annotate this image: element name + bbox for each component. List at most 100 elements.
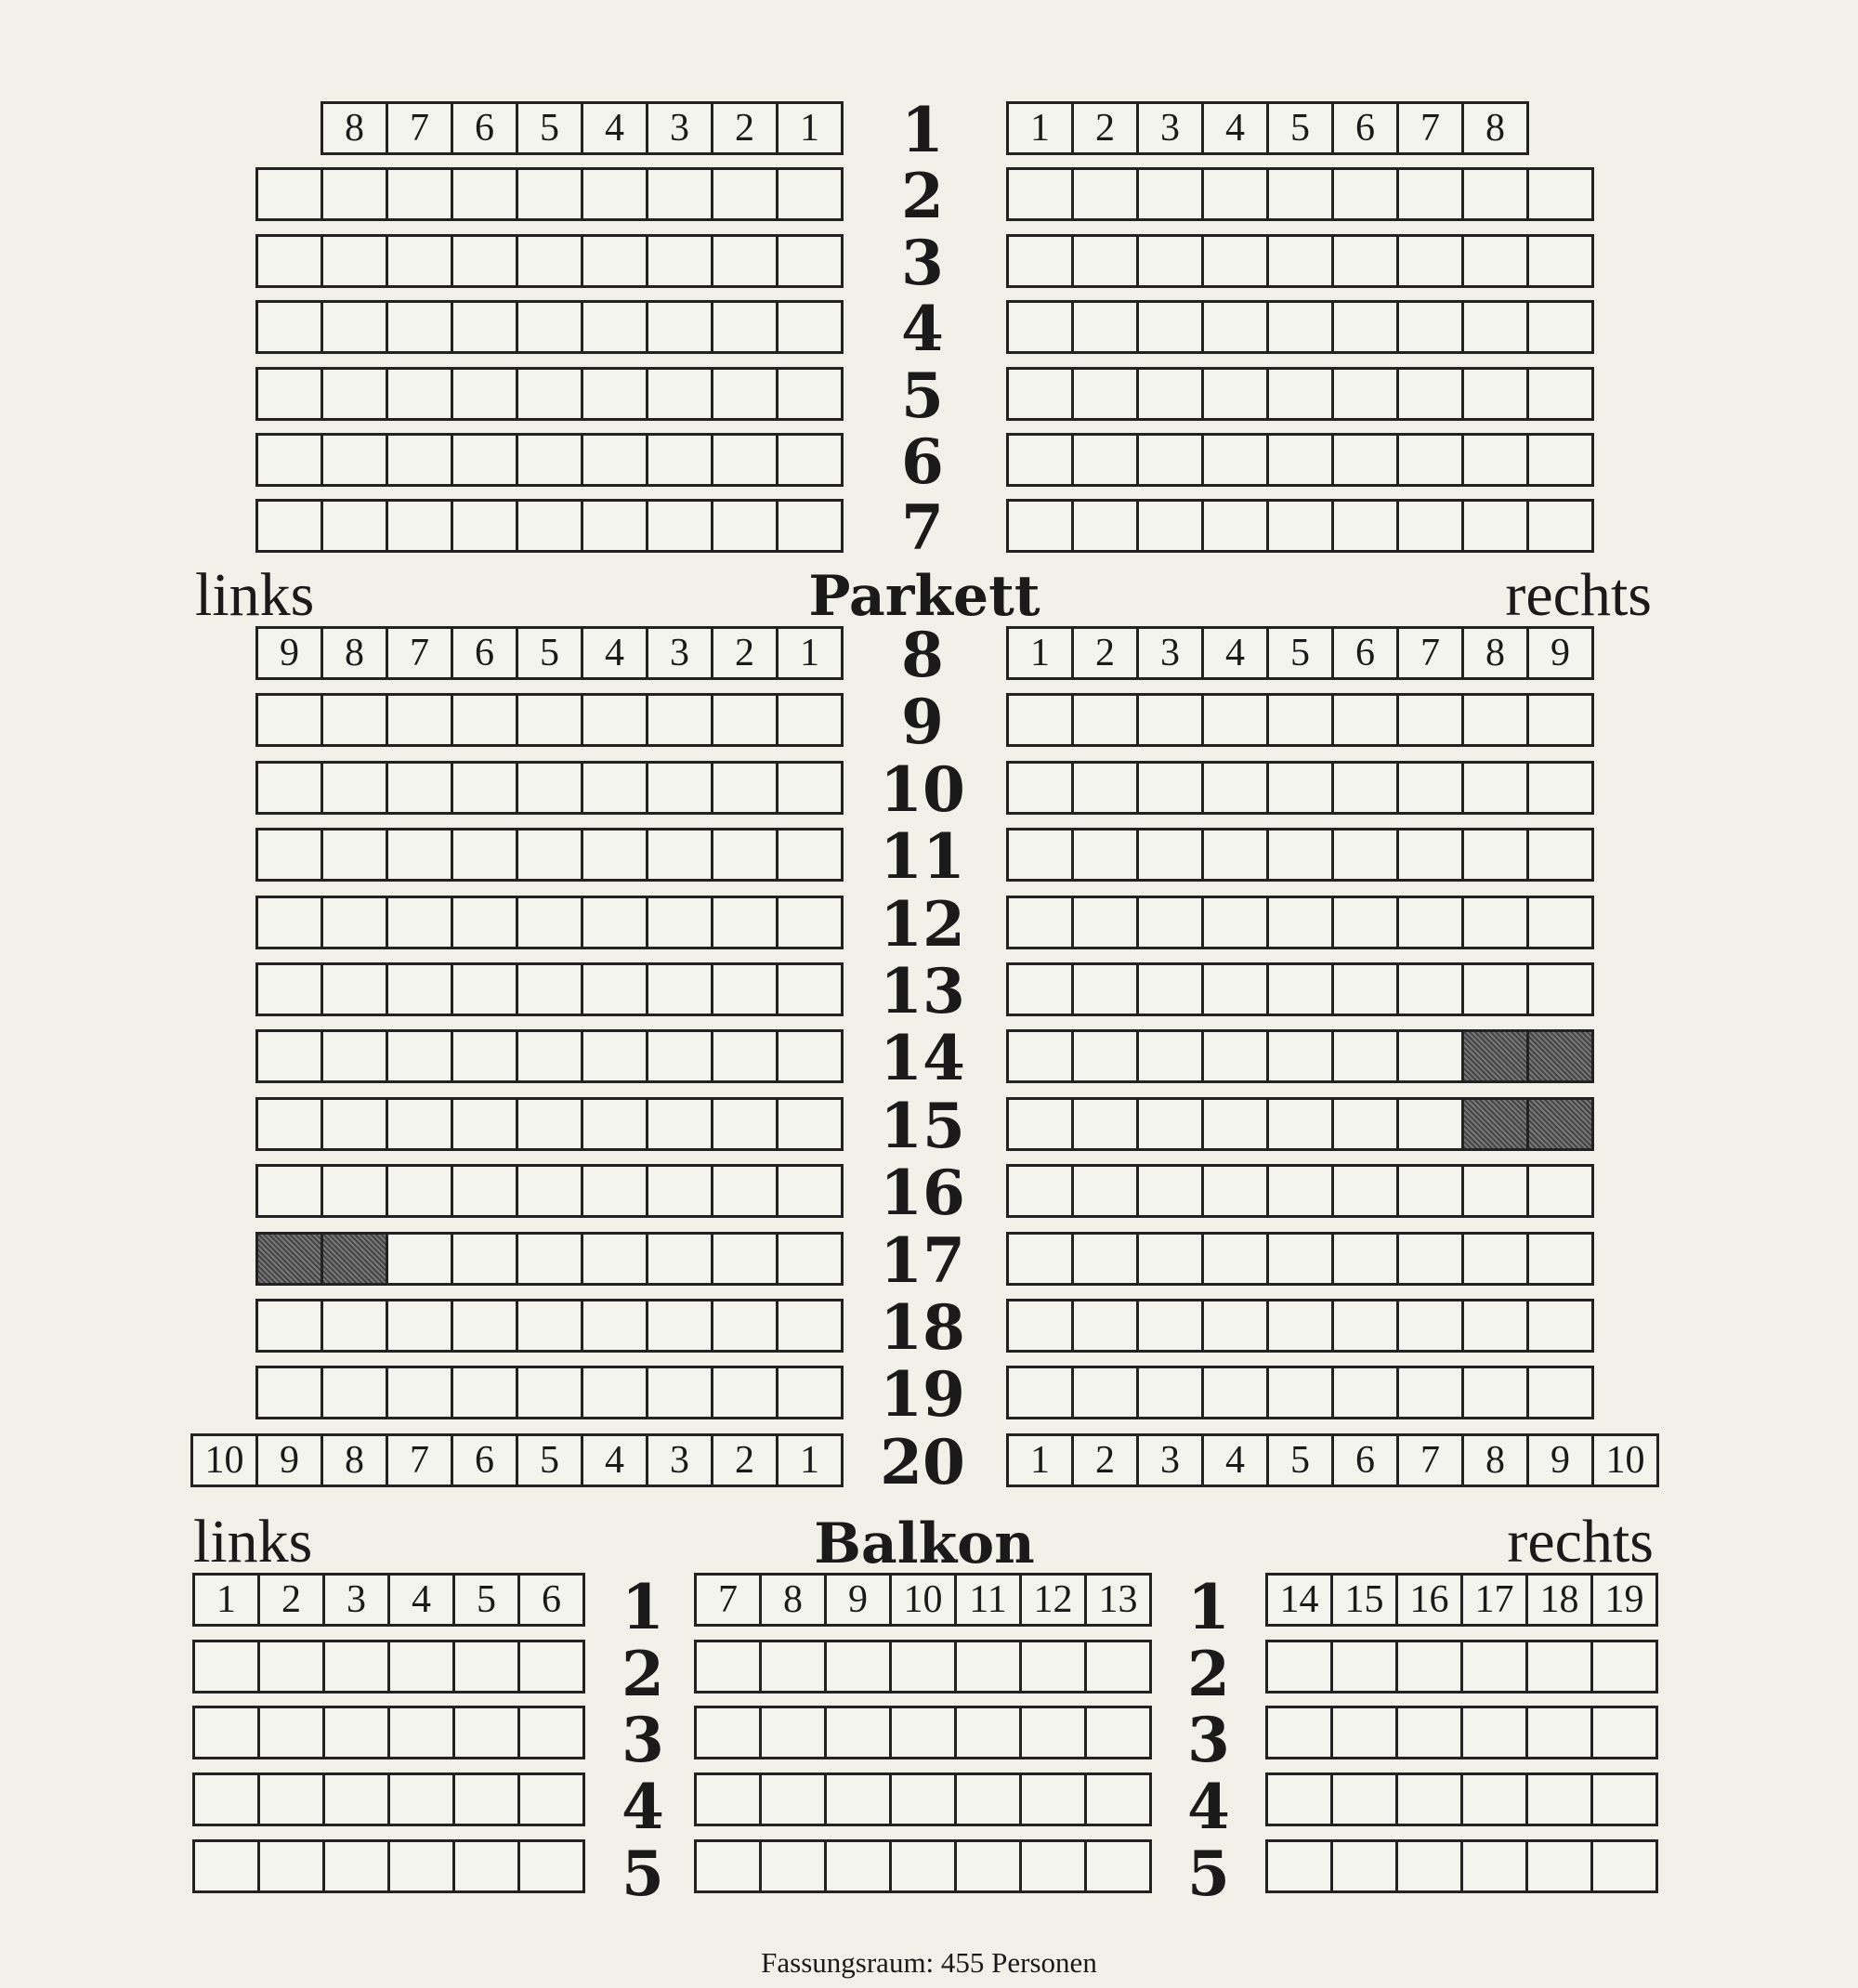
parkett-seat-left-18-5[interactable] [516, 1299, 583, 1353]
parkett-seat-right-12-7[interactable] [1396, 895, 1464, 949]
balkon-seat-center-2-7[interactable] [694, 1639, 762, 1694]
parkett-seat-left-9-6[interactable] [451, 693, 518, 748]
parkett-seat-right-7-4[interactable] [1201, 499, 1269, 554]
balkon-seat-right-1-16[interactable]: 16 [1395, 1573, 1463, 1627]
parkett-seat-left-9-3[interactable] [646, 693, 713, 748]
parkett-seat-left-13-5[interactable] [516, 962, 583, 1016]
parkett-seat-right-14-4[interactable] [1201, 1029, 1269, 1084]
parkett-seat-left-10-2[interactable] [711, 760, 779, 815]
parkett-seat-right-15-1[interactable] [1006, 1096, 1074, 1151]
balkon-seat-center-4-9[interactable] [824, 1772, 892, 1827]
parkett-seat-left-8-4[interactable]: 4 [581, 626, 648, 680]
parkett-seat-left-8-9[interactable]: 9 [255, 626, 323, 680]
parkett-seat-right-8-1[interactable]: 1 [1006, 626, 1074, 680]
parkett-seat-right-6-3[interactable] [1136, 433, 1204, 487]
balkon-seat-center-2-13[interactable] [1084, 1639, 1152, 1694]
parkett-seat-left-14-6[interactable] [451, 1029, 518, 1084]
parkett-seat-left-14-4[interactable] [581, 1029, 648, 1084]
parkett-seat-left-13-6[interactable] [451, 962, 518, 1016]
balkon-seat-left-5-2[interactable] [257, 1838, 325, 1893]
parkett-seat-right-8-7[interactable]: 7 [1396, 626, 1464, 680]
balkon-seat-left-4-6[interactable] [517, 1772, 585, 1827]
parkett-seat-left-3-3[interactable] [646, 233, 713, 288]
parkett-seat-left-12-3[interactable] [646, 895, 713, 949]
parkett-seat-right-4-4[interactable] [1201, 300, 1269, 355]
parkett-seat-right-17-7[interactable] [1396, 1231, 1464, 1286]
parkett-seat-right-8-6[interactable]: 6 [1331, 626, 1399, 680]
parkett-seat-left-14-9[interactable] [255, 1029, 323, 1084]
parkett-seat-left-20-1[interactable]: 1 [776, 1433, 844, 1487]
balkon-seat-center-1-10[interactable]: 10 [889, 1573, 957, 1627]
parkett-seat-right-14-1[interactable] [1006, 1029, 1074, 1084]
parkett-seat-right-7-8[interactable] [1461, 499, 1529, 554]
parkett-seat-right-1-3[interactable]: 3 [1136, 101, 1204, 155]
parkett-seat-left-2-9[interactable] [255, 167, 323, 222]
parkett-seat-left-7-8[interactable] [321, 499, 388, 554]
parkett-seat-right-4-6[interactable] [1331, 300, 1399, 355]
balkon-seat-center-4-12[interactable] [1019, 1772, 1087, 1827]
parkett-seat-right-16-5[interactable] [1266, 1164, 1334, 1219]
balkon-seat-right-5-17[interactable] [1460, 1838, 1528, 1893]
parkett-seat-right-1-8[interactable]: 8 [1461, 101, 1529, 155]
parkett-seat-left-18-7[interactable] [386, 1299, 453, 1353]
parkett-seat-right-13-8[interactable] [1461, 962, 1529, 1016]
parkett-seat-left-2-3[interactable] [646, 167, 713, 222]
parkett-seat-left-7-3[interactable] [646, 499, 713, 554]
parkett-seat-left-12-7[interactable] [386, 895, 453, 949]
parkett-seat-left-1-7[interactable]: 7 [386, 101, 453, 155]
parkett-seat-left-15-9[interactable] [255, 1096, 323, 1151]
parkett-seat-left-15-2[interactable] [711, 1096, 779, 1151]
parkett-seat-right-18-8[interactable] [1461, 1299, 1529, 1353]
parkett-seat-left-20-6[interactable]: 6 [451, 1433, 518, 1487]
parkett-seat-right-2-9[interactable] [1526, 167, 1594, 222]
parkett-seat-left-5-7[interactable] [386, 366, 453, 421]
parkett-seat-left-16-5[interactable] [516, 1164, 583, 1219]
parkett-seat-right-16-6[interactable] [1331, 1164, 1399, 1219]
parkett-seat-right-5-2[interactable] [1071, 366, 1139, 421]
parkett-seat-right-5-3[interactable] [1136, 366, 1204, 421]
parkett-seat-right-18-3[interactable] [1136, 1299, 1204, 1353]
parkett-seat-left-2-6[interactable] [451, 167, 518, 222]
parkett-seat-right-15-9[interactable] [1526, 1096, 1594, 1151]
balkon-seat-center-5-7[interactable] [694, 1838, 762, 1893]
balkon-seat-left-2-3[interactable] [322, 1639, 390, 1694]
parkett-seat-right-12-2[interactable] [1071, 895, 1139, 949]
parkett-seat-right-17-1[interactable] [1006, 1231, 1074, 1286]
parkett-seat-left-16-8[interactable] [321, 1164, 388, 1219]
parkett-seat-right-11-5[interactable] [1266, 828, 1334, 883]
balkon-seat-left-2-2[interactable] [257, 1639, 325, 1694]
parkett-seat-left-10-8[interactable] [321, 760, 388, 815]
balkon-seat-left-2-1[interactable] [192, 1639, 260, 1694]
balkon-seat-center-4-11[interactable] [954, 1772, 1022, 1827]
parkett-seat-left-6-3[interactable] [646, 433, 713, 487]
balkon-seat-center-5-13[interactable] [1084, 1838, 1152, 1893]
balkon-seat-center-1-12[interactable]: 12 [1019, 1573, 1087, 1627]
parkett-seat-right-12-3[interactable] [1136, 895, 1204, 949]
balkon-seat-right-2-18[interactable] [1525, 1639, 1593, 1694]
parkett-seat-left-19-8[interactable] [321, 1366, 388, 1420]
parkett-seat-left-18-8[interactable] [321, 1299, 388, 1353]
parkett-seat-right-6-8[interactable] [1461, 433, 1529, 487]
balkon-seat-right-4-15[interactable] [1330, 1772, 1398, 1827]
balkon-seat-center-3-13[interactable] [1084, 1706, 1152, 1760]
parkett-seat-left-20-3[interactable]: 3 [646, 1433, 713, 1487]
parkett-seat-right-1-4[interactable]: 4 [1201, 101, 1269, 155]
parkett-seat-left-2-7[interactable] [386, 167, 453, 222]
parkett-seat-left-14-5[interactable] [516, 1029, 583, 1084]
parkett-seat-right-19-6[interactable] [1331, 1366, 1399, 1420]
parkett-seat-left-6-1[interactable] [776, 433, 844, 487]
parkett-seat-left-9-1[interactable] [776, 693, 844, 748]
parkett-seat-right-7-2[interactable] [1071, 499, 1139, 554]
parkett-seat-right-7-1[interactable] [1006, 499, 1074, 554]
parkett-seat-right-11-9[interactable] [1526, 828, 1594, 883]
parkett-seat-right-9-2[interactable] [1071, 693, 1139, 748]
parkett-seat-right-20-9[interactable]: 9 [1526, 1433, 1594, 1487]
balkon-seat-center-4-13[interactable] [1084, 1772, 1152, 1827]
parkett-seat-left-10-4[interactable] [581, 760, 648, 815]
parkett-seat-right-15-2[interactable] [1071, 1096, 1139, 1151]
parkett-seat-right-2-3[interactable] [1136, 167, 1204, 222]
parkett-seat-right-1-1[interactable]: 1 [1006, 101, 1074, 155]
parkett-seat-left-11-5[interactable] [516, 828, 583, 883]
parkett-seat-right-15-7[interactable] [1396, 1096, 1464, 1151]
parkett-seat-right-8-3[interactable]: 3 [1136, 626, 1204, 680]
